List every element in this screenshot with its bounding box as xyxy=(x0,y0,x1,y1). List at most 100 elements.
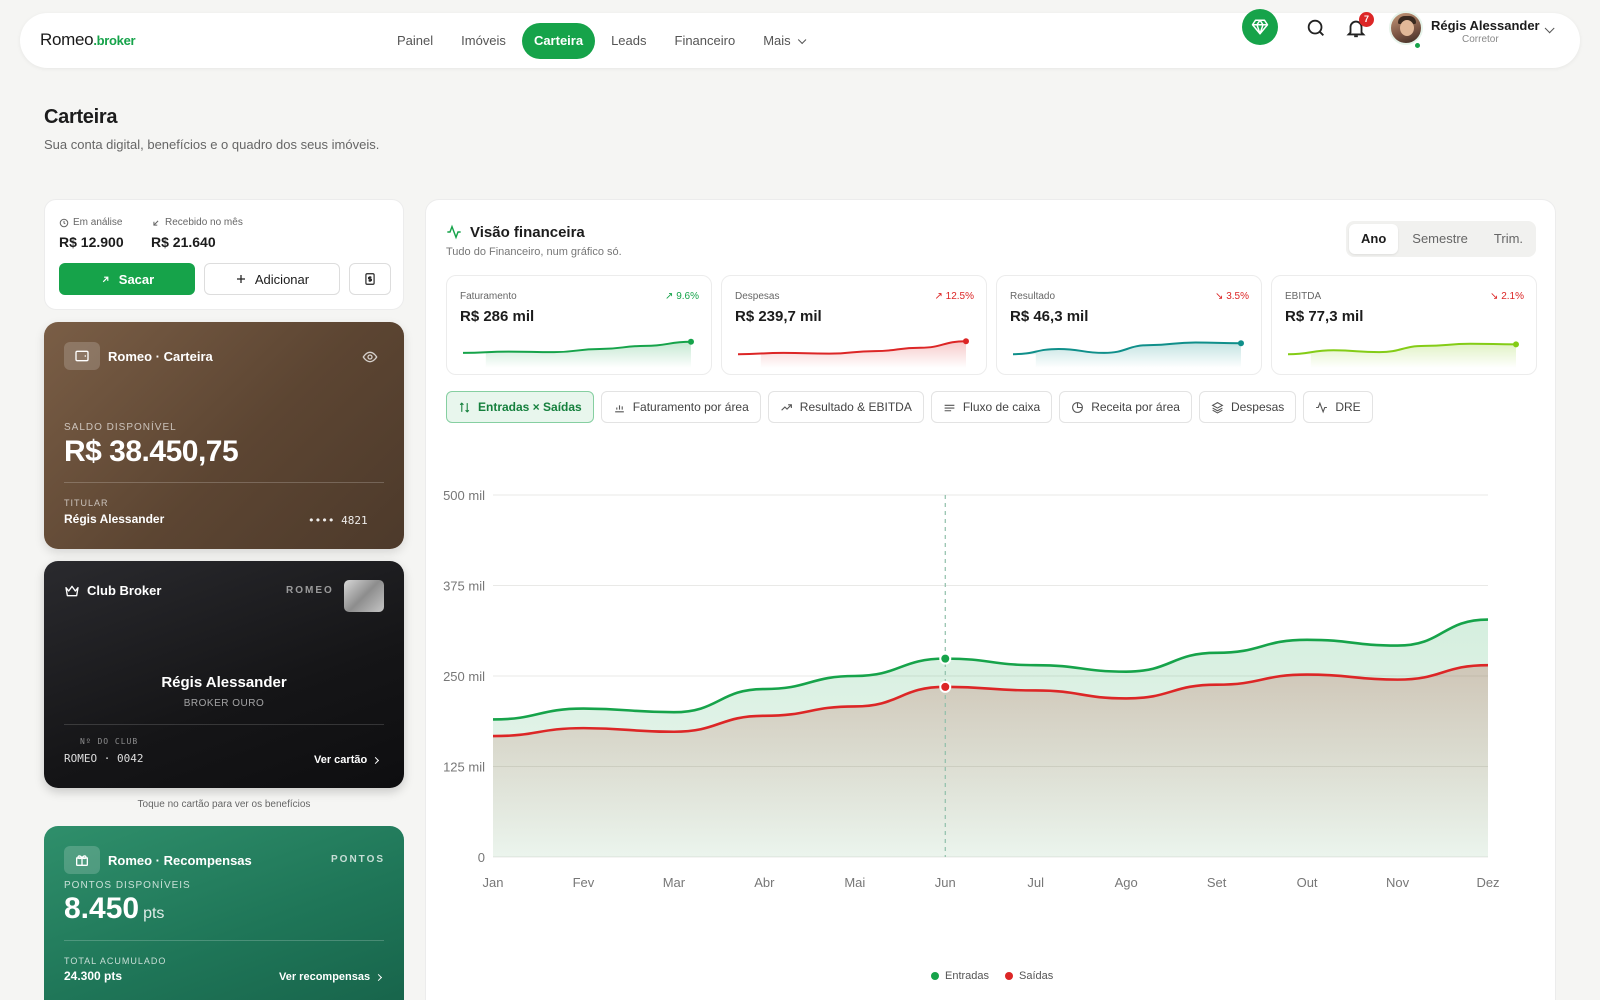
statement-button[interactable] xyxy=(349,263,391,295)
chevron-right-icon xyxy=(375,973,383,981)
x-tick-label: Mar xyxy=(663,875,686,890)
period-option-ano[interactable]: Ano xyxy=(1349,224,1399,254)
user-name[interactable]: Régis Alessander xyxy=(1431,18,1540,33)
tab-despesas[interactable]: Despesas xyxy=(1198,391,1297,423)
activity-icon xyxy=(1316,401,1328,413)
nav-link-mais[interactable]: Mais xyxy=(751,23,814,59)
total-points: 24.300 pts xyxy=(64,969,123,983)
tab-resultado-ebitda[interactable]: Resultado & EBITDA xyxy=(767,391,924,423)
nav-link-leads[interactable]: Leads xyxy=(611,32,647,48)
x-tick-label: Jul xyxy=(1027,875,1044,890)
wallet-card[interactable]: Romeo · Carteira SALDO DISPONÍVEL R$ 38.… xyxy=(44,322,404,549)
trend-arrow-icon: ↘ xyxy=(1215,291,1224,302)
club-number: ROMEO · 0042 xyxy=(64,752,144,765)
sparkline-line xyxy=(1012,341,1242,356)
online-status-dot xyxy=(1413,41,1422,50)
sparkline-line xyxy=(1287,342,1517,356)
tab-fluxo-de-caixa[interactable]: Fluxo de caixa xyxy=(930,391,1053,423)
entradas-point[interactable] xyxy=(939,652,952,665)
view-card-link[interactable]: Ver cartão xyxy=(314,754,380,766)
kpi-value: R$ 77,3 mil xyxy=(1285,308,1364,325)
period-selector: Ano Semestre Trim. xyxy=(1346,221,1536,257)
wallet-card-title: Romeo · Carteira xyxy=(108,349,213,364)
brand-logo[interactable]: Romeo.broker xyxy=(40,30,136,49)
kpi-change: ↘ 3.5% xyxy=(1215,291,1249,302)
kpi-label: EBITDA xyxy=(1285,291,1322,302)
tab-receita-por-area[interactable]: Receita por área xyxy=(1059,391,1192,423)
sparkline-area xyxy=(1288,343,1516,368)
pie-chart-icon xyxy=(1072,401,1084,413)
kpi-row: Faturamento ↗ 9.6% R$ 286 mil Despesas ↗ 12.… xyxy=(446,275,1537,375)
receipt-icon xyxy=(365,273,375,285)
club-number-label: Nº DO CLUB xyxy=(80,737,139,746)
clock-icon xyxy=(59,218,69,227)
kpi-label: Faturamento xyxy=(460,291,517,302)
x-tick-label: Dez xyxy=(1476,875,1499,890)
card-chip xyxy=(344,580,384,612)
eye-icon[interactable] xyxy=(362,349,378,365)
legend-dot xyxy=(1005,972,1014,980)
club-member-name: Régis Alessander xyxy=(161,674,287,691)
sparkline-line xyxy=(462,340,692,354)
period-option-trim[interactable]: Trim. xyxy=(1493,231,1524,246)
kpi-label: Resultado xyxy=(1010,291,1056,302)
y-tick-label: 250 mil xyxy=(443,669,485,684)
kpi-label: Despesas xyxy=(735,291,780,302)
trending-up-icon xyxy=(781,403,792,411)
kpi-card-faturamento[interactable]: Faturamento ↗ 9.6% R$ 286 mil xyxy=(446,275,712,375)
trend-arrow-icon: ↘ xyxy=(1490,291,1499,302)
withdraw-button[interactable]: Sacar xyxy=(59,263,195,295)
view-rewards-link[interactable]: Ver recompensas xyxy=(279,971,383,983)
sparkline-end-dot xyxy=(963,338,969,345)
kpi-card-resultado[interactable]: Resultado ↘ 3.5% R$ 46,3 mil xyxy=(996,275,1262,375)
nav-link-painel[interactable]: Painel xyxy=(397,32,434,48)
legend-item-entradas[interactable]: Entradas xyxy=(931,970,989,982)
nav-link-financeiro[interactable]: Financeiro xyxy=(674,32,736,48)
nav-link-imoveis[interactable]: Imóveis xyxy=(461,32,506,48)
entradas-saidas-chart: 0 125 mil 250 mil 375 mil 500 mil Jan Fev Mar Ab… xyxy=(443,488,1499,890)
stat-em-analise: Em análise R$ 12.900 xyxy=(59,217,124,250)
trend-arrow-icon: ↗ xyxy=(934,291,943,302)
search-icon[interactable] xyxy=(1305,17,1327,39)
waves-icon xyxy=(944,404,955,411)
divider xyxy=(64,940,384,941)
nav-link-carteira[interactable]: Carteira xyxy=(521,22,596,59)
plus-icon xyxy=(236,275,245,283)
legend-item-saidas[interactable]: Saídas xyxy=(1005,970,1053,982)
kpi-change: ↗ 12.5% xyxy=(934,291,974,302)
chart-legend: Entradas Saídas xyxy=(931,970,1053,982)
saidas-point[interactable] xyxy=(939,680,952,693)
tab-entradas-saidas[interactable]: Entradas × Saídas xyxy=(446,391,594,423)
kpi-card-despesas[interactable]: Despesas ↗ 12.5% R$ 239,7 mil xyxy=(721,275,987,375)
avatar[interactable] xyxy=(1389,11,1423,45)
tab-dre[interactable]: DRE xyxy=(1303,391,1373,423)
divider xyxy=(64,482,384,483)
period-option-semestre[interactable]: Semestre xyxy=(1412,231,1468,246)
sparkline-end-dot xyxy=(1238,340,1244,347)
premium-gem-button[interactable] xyxy=(1242,9,1278,45)
club-broker-card[interactable]: Club Broker ROMEO Régis Alessander BROKE… xyxy=(44,561,404,788)
trend-arrow-icon: ↗ xyxy=(665,291,674,302)
kpi-sparkline xyxy=(1012,340,1244,368)
kpi-value: R$ 239,7 mil xyxy=(735,308,822,325)
rewards-card[interactable]: Romeo · Recompensas PONTOS PONTOS DISPON… xyxy=(44,826,404,1000)
add-funds-button[interactable]: Adicionar xyxy=(204,263,340,295)
bar-chart-icon xyxy=(614,404,624,412)
kpi-card-ebitda[interactable]: EBITDA ↘ 2.1% R$ 77,3 mil xyxy=(1271,275,1537,375)
sparkline-end-dot xyxy=(1513,341,1519,348)
sparkline-area xyxy=(1013,342,1241,368)
points-label: PONTOS DISPONÍVEIS xyxy=(64,880,191,891)
page-subtitle: Sua conta digital, benefícios e o quadro… xyxy=(44,137,380,152)
available-balance: R$ 38.450,75 xyxy=(64,435,239,468)
tab-faturamento-por-area[interactable]: Faturamento por área xyxy=(600,391,761,423)
rewards-tag: PONTOS xyxy=(331,854,386,865)
bell-icon[interactable] xyxy=(1345,17,1367,39)
financial-overview-panel: Visão financeira Tudo do Financeiro, num… xyxy=(425,199,1556,1000)
user-role: Corretor xyxy=(1462,34,1499,45)
total-label: TOTAL ACUMULADO xyxy=(64,956,167,966)
divider xyxy=(64,724,384,725)
x-tick-label: Set xyxy=(1207,875,1227,890)
sparkline-area xyxy=(738,341,966,368)
sparkline-end-dot xyxy=(688,338,694,345)
rewards-card-title: Romeo · Recompensas xyxy=(108,853,252,868)
